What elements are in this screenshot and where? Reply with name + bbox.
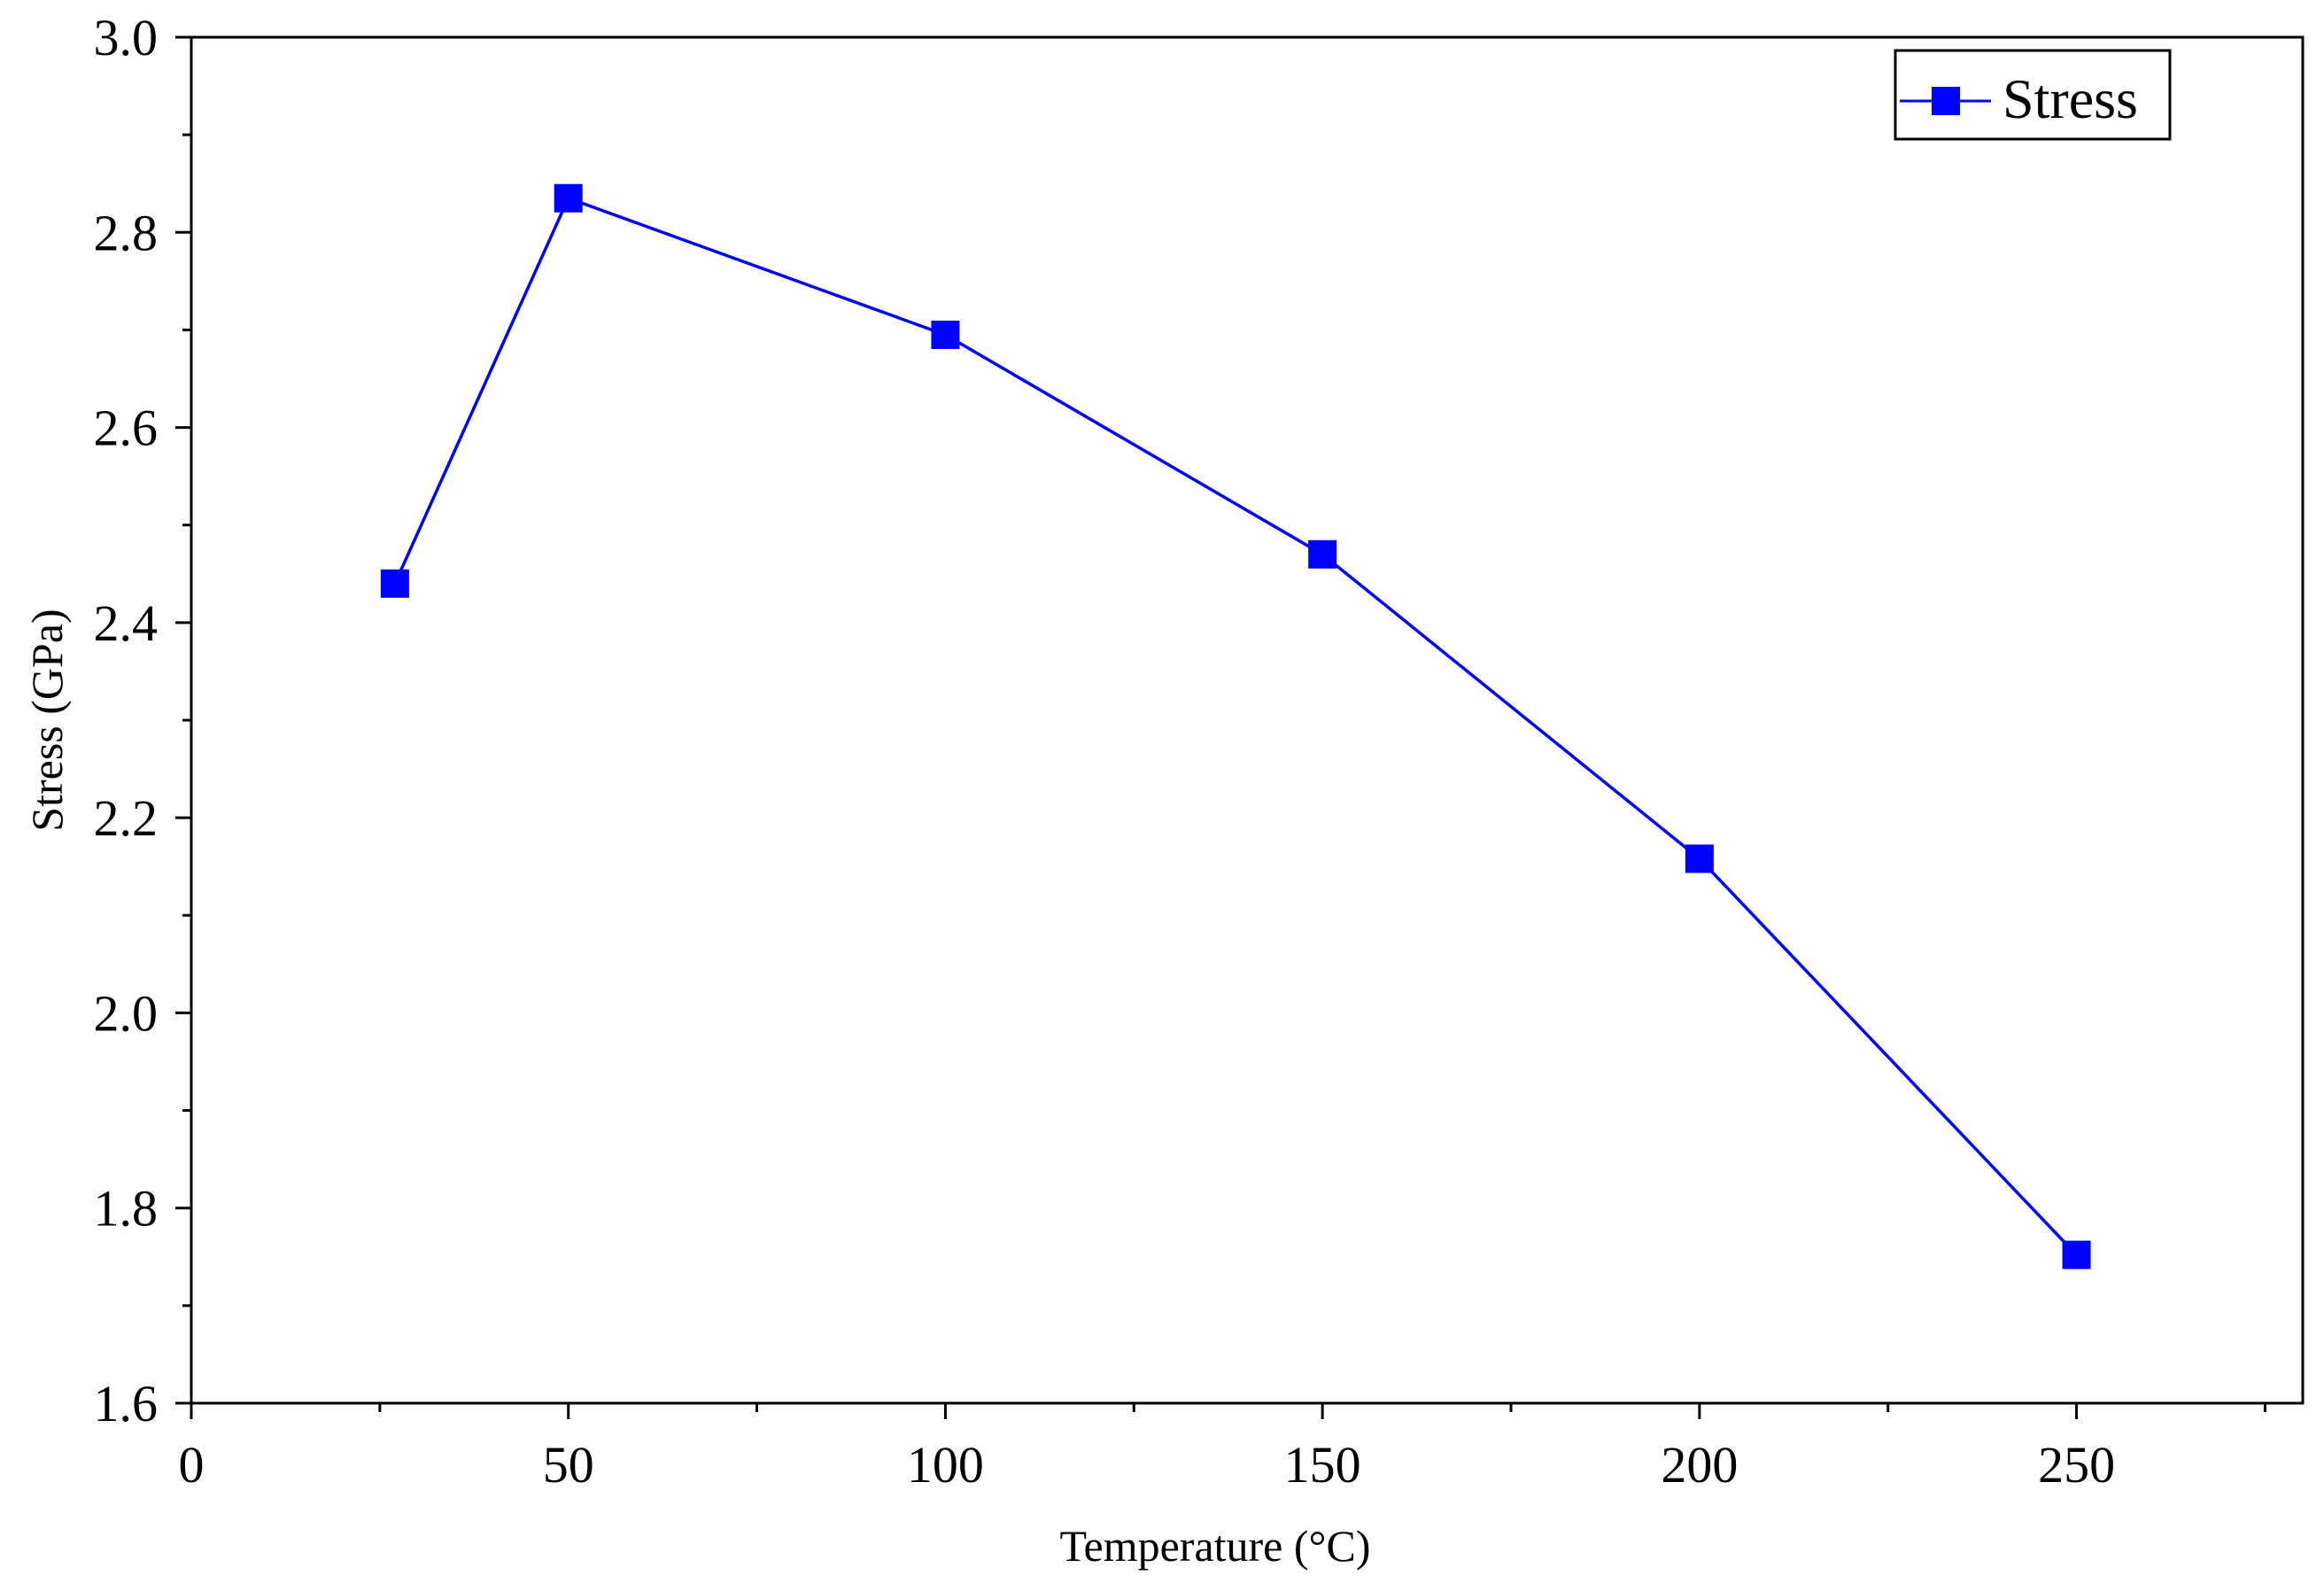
legend-square-marker bbox=[1932, 87, 1960, 115]
y-tick-label: 2.8 bbox=[94, 204, 159, 261]
x-tick-label: 250 bbox=[2038, 1436, 2115, 1494]
x-tick-label: 50 bbox=[543, 1436, 594, 1494]
plot-frame bbox=[190, 35, 2305, 1405]
data-point-marker bbox=[380, 569, 409, 598]
y-tick-label: 2.0 bbox=[94, 984, 159, 1042]
y-tick-label: 1.6 bbox=[94, 1375, 159, 1432]
legend: Stress bbox=[1894, 49, 2172, 141]
x-tick-label: 200 bbox=[1661, 1436, 1738, 1494]
y-tick-label: 2.2 bbox=[94, 789, 159, 847]
data-point-marker bbox=[554, 183, 583, 213]
x-tick-label: 100 bbox=[907, 1436, 984, 1494]
y-axis-tick-labels: 1.6 1.8 2.0 2.2 2.4 2.6 2.8 3.0 bbox=[94, 9, 159, 1432]
y-axis-title: Stress (GPa) bbox=[22, 609, 72, 831]
y-axis-ticks bbox=[175, 35, 191, 1405]
y-tick-label: 2.4 bbox=[94, 594, 159, 652]
legend-label: Stress bbox=[2003, 67, 2138, 130]
x-tick-label: 0 bbox=[179, 1436, 205, 1494]
x-axis-tick-labels: 0 50 100 150 200 250 bbox=[179, 1436, 2116, 1494]
data-point-marker bbox=[1308, 539, 1337, 569]
x-tick-label: 150 bbox=[1284, 1436, 1361, 1494]
y-tick-label: 3.0 bbox=[94, 9, 159, 66]
data-point-marker bbox=[931, 320, 960, 349]
series-line-stress bbox=[393, 196, 2078, 1256]
x-axis-ticks bbox=[190, 1403, 2266, 1419]
data-point-marker bbox=[2062, 1240, 2091, 1269]
y-tick-label: 2.6 bbox=[94, 400, 159, 457]
x-axis-title: Temperature (°C) bbox=[1059, 1521, 1370, 1571]
series-layer bbox=[380, 183, 2091, 1269]
y-tick-label: 1.8 bbox=[94, 1180, 159, 1238]
data-point-marker bbox=[1685, 844, 1714, 873]
